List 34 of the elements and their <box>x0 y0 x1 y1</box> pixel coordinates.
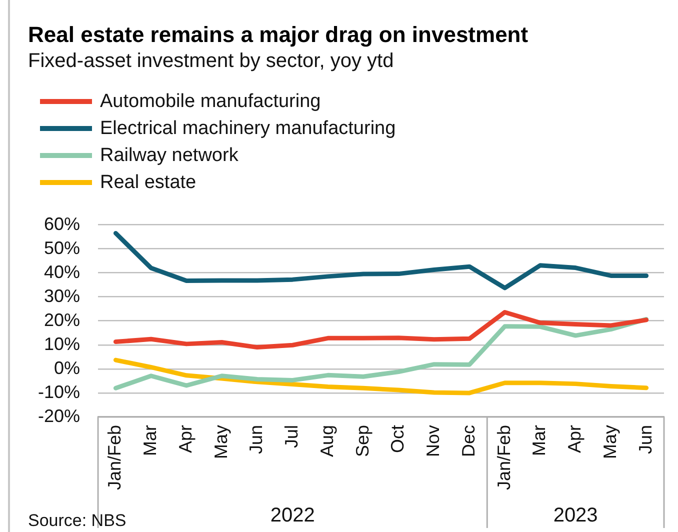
x-tick-label: Jun <box>635 424 656 454</box>
text: 2022 <box>270 504 315 527</box>
source-note: Source: NBS <box>28 511 126 530</box>
y-tick-label: -10% <box>38 382 80 402</box>
x-tick-label: Jun <box>246 424 266 454</box>
x-tick-label: Mar <box>529 424 550 456</box>
chart-title: Real estate remains a major drag on investment <box>28 22 528 48</box>
y-tick-label: 30% <box>44 286 80 306</box>
x-tick-label: Sep <box>352 424 372 457</box>
legend-label: Automobile manufacturing <box>100 90 321 112</box>
chart-subtitle: Fixed-asset investment by sector, yoy ytd <box>28 50 394 73</box>
y-tick-label: 40% <box>44 262 80 282</box>
x-tick-label: May <box>600 424 620 459</box>
x-tick-label: Oct <box>388 424 408 453</box>
y-tick-label: -20% <box>38 406 80 426</box>
y-tick-label: 20% <box>44 310 80 330</box>
x-tick-label: Apr <box>175 424 196 453</box>
text: 2023 <box>553 504 598 527</box>
x-tick-label: Jul <box>282 424 302 448</box>
legend-label: Railway network <box>100 144 238 166</box>
x-tick-label: Jan/Feb <box>104 424 125 490</box>
y-tick-label: 0% <box>54 358 80 378</box>
x-tick-label: Aug <box>316 424 337 457</box>
legend-label: Real estate <box>100 172 196 194</box>
x-tick-label: Jan/Feb <box>494 424 514 490</box>
legend-label: Electrical machinery manufacturing <box>100 118 396 140</box>
y-tick-label: 60% <box>44 214 80 234</box>
x-tick-label: Mar <box>140 424 160 456</box>
y-tick-label: 50% <box>44 238 80 258</box>
x-tick-label: Nov <box>423 424 444 457</box>
y-tick-label: 10% <box>44 334 80 354</box>
x-tick-label: Apr <box>564 424 585 453</box>
x-tick-label: May <box>210 424 231 459</box>
x-tick-label: Dec <box>458 424 478 457</box>
